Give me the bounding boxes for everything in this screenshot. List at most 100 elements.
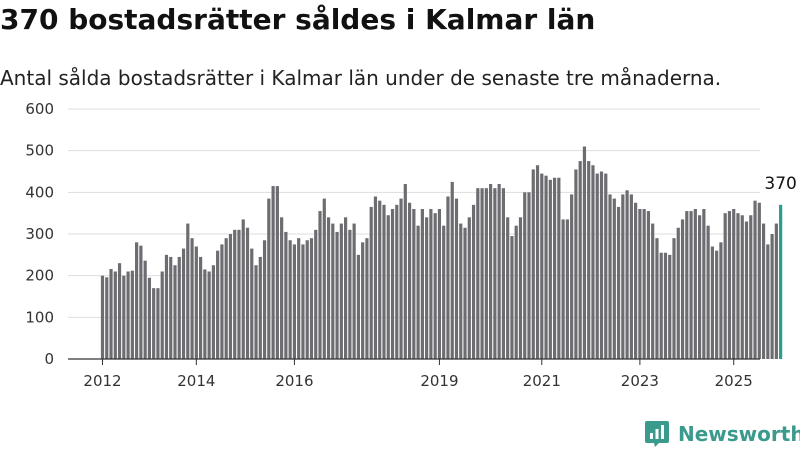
bar [753, 200, 757, 359]
bar [484, 188, 488, 359]
x-tick-label: 2023 [621, 372, 659, 390]
bar [570, 194, 574, 359]
bar [740, 215, 744, 359]
bar [698, 215, 702, 359]
bar [399, 198, 403, 359]
bar [527, 192, 531, 359]
bar [211, 265, 215, 359]
bar [386, 215, 390, 359]
bar [203, 269, 207, 359]
bar [557, 177, 561, 359]
bar [642, 209, 646, 359]
bar [668, 254, 672, 359]
bar [262, 240, 267, 359]
bar [510, 236, 514, 359]
bar [224, 238, 228, 359]
bar [616, 206, 621, 359]
bar [245, 227, 250, 359]
bar [305, 240, 309, 359]
bar [309, 238, 314, 359]
highlight-bar [779, 204, 783, 359]
bar [348, 229, 352, 359]
bar [237, 229, 241, 359]
bar [548, 179, 552, 359]
bar [314, 229, 318, 359]
bar [565, 219, 569, 359]
bar [591, 165, 595, 359]
bar [130, 270, 134, 359]
bars [100, 146, 783, 359]
bar [646, 211, 651, 359]
bar [625, 190, 629, 359]
x-tick-label: 2021 [523, 372, 561, 390]
bar [139, 245, 143, 359]
bar [390, 209, 395, 359]
bar [629, 194, 633, 359]
bar [535, 165, 540, 359]
bar [258, 256, 262, 359]
bar [749, 215, 753, 359]
bar [220, 244, 224, 359]
bar [331, 223, 335, 359]
bar [228, 234, 233, 359]
bar [109, 269, 113, 359]
brand-name: Newsworthy [678, 422, 800, 446]
bar [147, 277, 152, 359]
chart-title: 370 bostadsrätter såldes i Kalmar län [0, 3, 596, 36]
bar [480, 188, 484, 359]
bar [429, 209, 433, 359]
bar [523, 192, 527, 359]
y-tick-label: 500 [25, 142, 54, 160]
x-axis-ticks: 2012 2014 2016 2019 2021 2023 2025 [83, 359, 753, 390]
bar [233, 229, 237, 359]
bar [459, 223, 463, 359]
x-tick-label: 2012 [83, 372, 121, 390]
bar [706, 225, 710, 359]
bar [693, 209, 697, 359]
bar [122, 275, 126, 359]
bar [250, 248, 254, 359]
bar [280, 217, 284, 359]
bar [135, 242, 139, 359]
bar [582, 146, 587, 359]
highlight-value-label: 370 [764, 174, 796, 194]
bar [574, 169, 578, 359]
y-tick-label: 300 [25, 225, 54, 243]
bar [497, 184, 501, 359]
bar [774, 223, 778, 359]
bar [164, 254, 169, 359]
bar [518, 217, 523, 359]
bar [216, 250, 220, 359]
bar [318, 211, 322, 359]
bar [685, 211, 689, 359]
bar [770, 234, 774, 359]
bar [344, 217, 348, 359]
bar [659, 252, 663, 359]
bar [719, 242, 723, 359]
bar [727, 211, 732, 359]
y-tick-label: 0 [44, 350, 54, 368]
newsworthy-logo-icon [645, 421, 669, 447]
y-tick-label: 200 [25, 267, 54, 285]
bar [689, 211, 693, 359]
bar [651, 223, 655, 359]
bar [442, 225, 446, 359]
bar [463, 227, 467, 359]
bar [416, 225, 420, 359]
bar [552, 177, 557, 359]
bar [356, 254, 360, 359]
bar [156, 288, 160, 359]
bar [425, 217, 429, 359]
bar [267, 198, 271, 359]
bar [680, 219, 685, 359]
y-tick-label: 600 [25, 100, 54, 118]
bar [339, 223, 343, 359]
bar [301, 244, 305, 359]
bar [506, 217, 510, 359]
bar [143, 260, 147, 359]
bar [638, 209, 642, 359]
bar [412, 209, 416, 359]
bar [173, 265, 177, 359]
bar [501, 188, 506, 359]
bar [352, 223, 356, 359]
